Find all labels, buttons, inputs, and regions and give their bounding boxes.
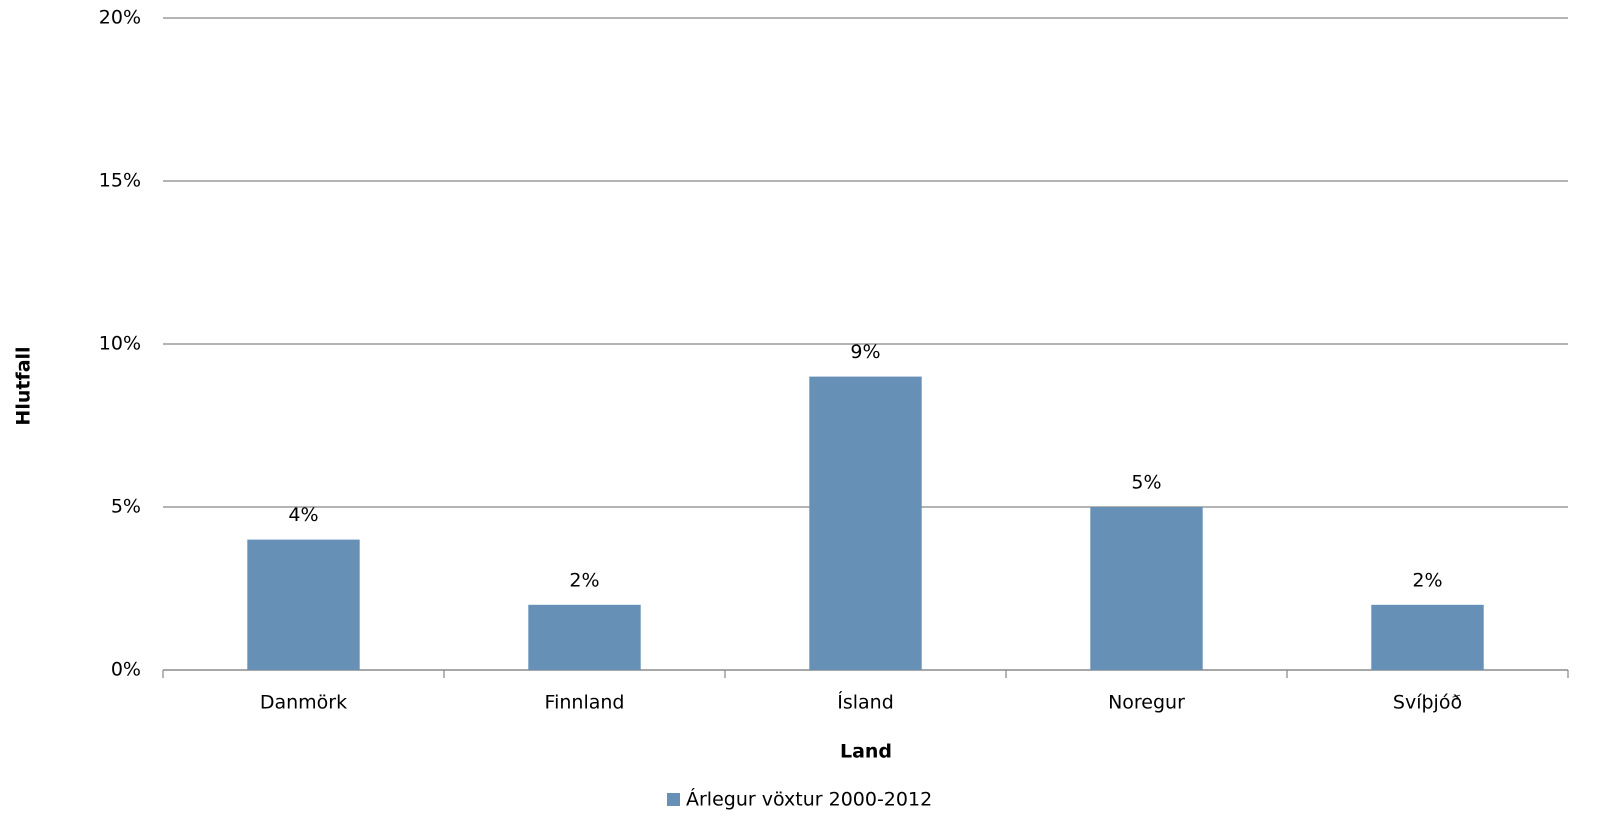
page: Hlutfall Land 0% 5% 10% 15% 20% Danmörk Finnla… xyxy=(0,0,1618,839)
y-tick-label: 0% xyxy=(111,659,141,681)
y-tick-label: 5% xyxy=(111,496,141,518)
x-tick-label: Ísland xyxy=(837,691,894,714)
bar xyxy=(247,540,359,670)
data-label: 9% xyxy=(850,341,880,363)
data-label: 2% xyxy=(569,569,599,591)
bar xyxy=(1371,605,1483,670)
legend-label: Árlegur vöxtur 2000-2012 xyxy=(686,788,932,811)
data-label: 5% xyxy=(1131,472,1161,494)
legend-swatch xyxy=(667,793,680,806)
x-axis-title: Land xyxy=(840,741,892,763)
x-tick-label: Danmörk xyxy=(260,692,347,714)
y-tick-label: 15% xyxy=(99,170,141,192)
bar xyxy=(809,377,921,670)
bar xyxy=(528,605,640,670)
y-axis-title: Hlutfall xyxy=(13,346,35,425)
data-label: 2% xyxy=(1412,569,1442,591)
bar xyxy=(1090,507,1202,670)
x-tick-label: Svíþjóð xyxy=(1393,692,1462,714)
data-label: 4% xyxy=(288,504,318,526)
x-tick-label: Finnland xyxy=(545,692,625,714)
chart: Hlutfall Land 0% 5% 10% 15% 20% Danmörk Finnla… xyxy=(0,0,1618,839)
y-tick-label: 20% xyxy=(99,7,141,29)
y-tick-label: 10% xyxy=(99,333,141,355)
x-tick-label: Noregur xyxy=(1108,692,1185,714)
